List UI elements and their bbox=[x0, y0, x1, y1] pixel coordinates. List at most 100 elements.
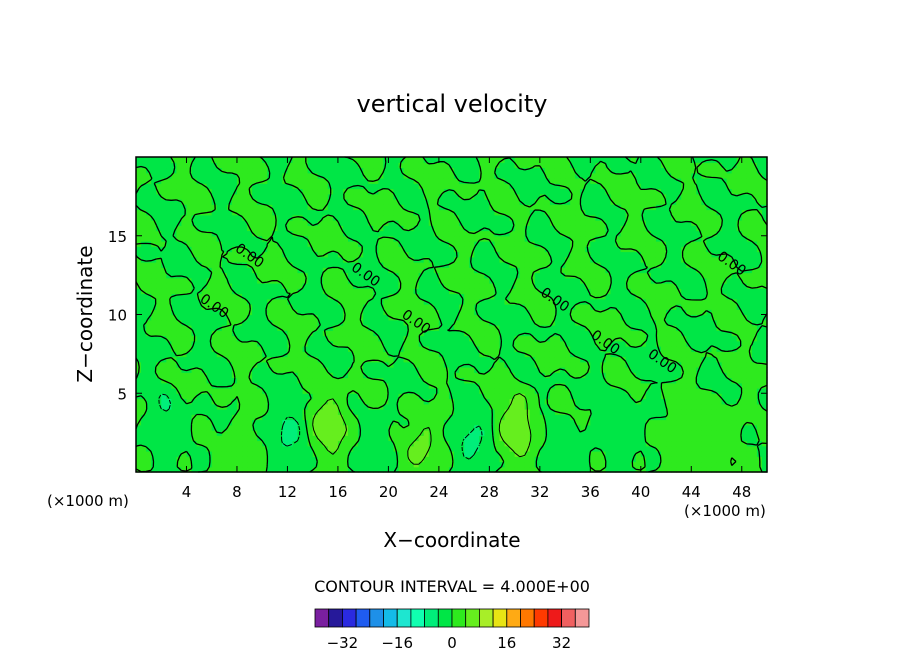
field-cell bbox=[312, 424, 319, 431]
field-cell bbox=[565, 330, 571, 337]
field-cell bbox=[282, 367, 289, 373]
field-cell bbox=[146, 382, 152, 389]
field-cell bbox=[267, 414, 273, 421]
field-cell bbox=[236, 309, 243, 316]
field-cell bbox=[141, 262, 147, 268]
field-cell bbox=[509, 388, 516, 394]
field-cell bbox=[226, 335, 233, 342]
field-cell bbox=[751, 451, 758, 457]
field-cell bbox=[756, 382, 763, 389]
field-cell bbox=[726, 351, 733, 358]
field-cell bbox=[403, 372, 410, 379]
field-cell bbox=[196, 351, 203, 358]
field-cell bbox=[756, 430, 763, 436]
field-cell bbox=[524, 456, 531, 463]
field-cell bbox=[736, 346, 743, 352]
field-cell bbox=[711, 314, 718, 321]
field-cell bbox=[504, 409, 511, 415]
field-cell bbox=[342, 456, 349, 463]
field-cell bbox=[252, 262, 258, 268]
field-cell bbox=[373, 440, 379, 447]
field-cell bbox=[696, 424, 702, 431]
field-cell bbox=[136, 262, 142, 268]
field-cell bbox=[292, 267, 299, 274]
field-cell bbox=[221, 330, 228, 337]
field-cell bbox=[322, 435, 329, 442]
field-cell bbox=[201, 293, 208, 300]
field-cell bbox=[292, 367, 299, 373]
field-cell bbox=[297, 377, 304, 384]
field-cell bbox=[454, 466, 460, 473]
field-cell bbox=[393, 288, 400, 295]
field-cell bbox=[544, 466, 551, 473]
field-cell bbox=[423, 461, 430, 468]
field-cell bbox=[600, 435, 607, 442]
field-cell bbox=[262, 309, 268, 316]
field-cell bbox=[226, 440, 233, 447]
field-cell bbox=[544, 314, 551, 321]
field-cell bbox=[469, 367, 475, 373]
field-cell bbox=[595, 398, 602, 405]
field-cell bbox=[479, 388, 485, 394]
field-cell bbox=[696, 293, 702, 300]
field-cell bbox=[176, 367, 183, 373]
field-cell bbox=[151, 403, 157, 410]
field-cell bbox=[509, 445, 516, 452]
field-cell bbox=[509, 298, 516, 305]
field-cell bbox=[741, 435, 748, 442]
field-cell bbox=[408, 319, 415, 326]
field-cell bbox=[560, 445, 566, 452]
field-cell bbox=[252, 382, 258, 389]
field-cell bbox=[514, 456, 521, 463]
field-cell bbox=[443, 382, 450, 389]
field-cell bbox=[231, 267, 238, 274]
field-cell bbox=[570, 309, 576, 316]
field-cell bbox=[464, 445, 470, 452]
field-cell bbox=[337, 293, 344, 300]
field-cell bbox=[287, 309, 294, 316]
field-cell bbox=[383, 466, 389, 473]
field-cell bbox=[716, 382, 723, 389]
field-cell bbox=[741, 298, 748, 305]
field-cell bbox=[534, 424, 541, 431]
field-cell bbox=[615, 304, 622, 310]
field-cell bbox=[191, 424, 198, 431]
field-cell bbox=[519, 377, 526, 384]
field-cell bbox=[201, 377, 208, 384]
field-cell bbox=[438, 298, 445, 305]
field-cell bbox=[201, 288, 208, 295]
field-cell bbox=[610, 267, 617, 274]
field-cell bbox=[534, 367, 541, 373]
field-cell bbox=[716, 262, 723, 268]
field-cell bbox=[539, 319, 546, 326]
field-cell bbox=[514, 304, 521, 310]
field-cell bbox=[660, 466, 667, 473]
field-cell bbox=[671, 409, 677, 415]
field-cell bbox=[332, 293, 339, 300]
field-cell bbox=[600, 367, 607, 373]
field-cell bbox=[554, 424, 561, 431]
field-cell bbox=[499, 304, 506, 310]
field-cell bbox=[686, 456, 692, 463]
field-cell bbox=[751, 330, 758, 337]
field-cell bbox=[736, 293, 743, 300]
field-cell bbox=[600, 319, 607, 326]
field-cell bbox=[373, 309, 379, 316]
field-cell bbox=[272, 377, 278, 384]
field-cell bbox=[332, 430, 339, 436]
field-cell bbox=[292, 403, 299, 410]
field-cell bbox=[721, 262, 728, 268]
field-cell bbox=[731, 398, 738, 405]
field-cell bbox=[706, 451, 713, 457]
field-cell bbox=[428, 430, 435, 436]
field-cell bbox=[196, 424, 203, 431]
field-cell bbox=[247, 356, 253, 363]
field-cell bbox=[610, 283, 617, 289]
field-cell bbox=[226, 414, 233, 421]
field-cell bbox=[524, 277, 531, 284]
field-cell bbox=[282, 403, 289, 410]
field-cell bbox=[443, 351, 450, 358]
field-cell bbox=[272, 430, 278, 436]
field-cell bbox=[580, 424, 586, 431]
field-cell bbox=[554, 272, 561, 279]
